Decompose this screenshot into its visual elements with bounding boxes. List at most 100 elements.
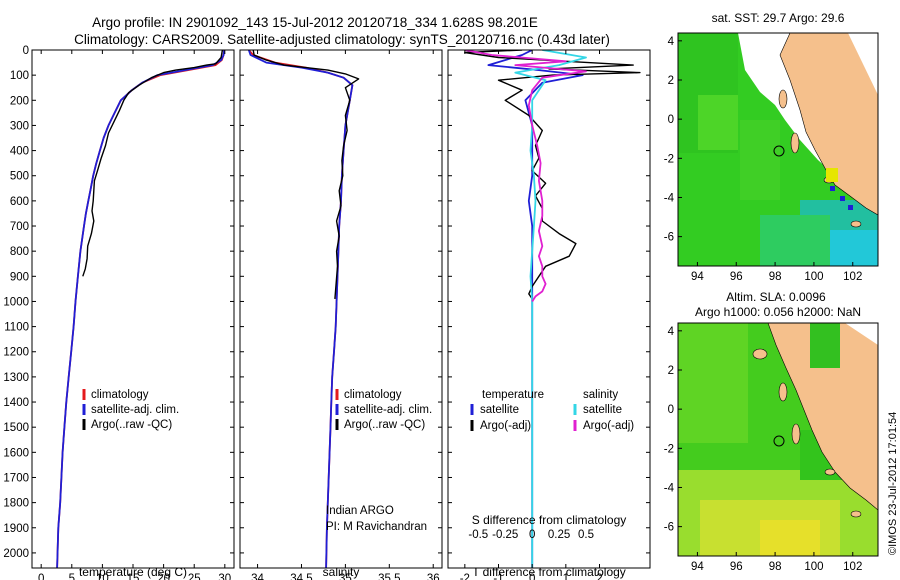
sla-ocean-patch	[678, 323, 748, 443]
sla-island	[752, 348, 768, 360]
sst-map-lat-tick-label: -4	[664, 192, 675, 204]
salinity-xlabel: salinity	[323, 565, 360, 579]
sla-map-ticks: 94 96 98 100 102 4 2 0 -2 -4 -6	[664, 326, 863, 573]
sst-map-panel: sat. SST: 29.7 Argo: 29.6 94 96 98 100 102 4 2…	[664, 11, 879, 283]
difference-series-salinity-argo-adj	[464, 50, 587, 302]
sst-island	[778, 89, 788, 109]
temperature-series-satellite-adj-clim	[56, 50, 226, 568]
climatology-title: Climatology: CARS2009. Satellite-adjuste…	[74, 32, 610, 47]
difference-x-tick-label: 2	[596, 573, 602, 580]
salinity-x-tick-label: 35.5	[378, 573, 400, 580]
sla-island	[791, 423, 801, 445]
depth-tick-label: 600	[10, 196, 29, 208]
s-difference-tick-label: -0.5	[468, 529, 488, 541]
legend-group-temperature: temperature	[482, 389, 544, 401]
salinity-x-tick-label: 34	[251, 573, 264, 580]
legend-label-climatology: climatology	[344, 389, 402, 401]
sst-map-lat-tick-label: 2	[668, 75, 674, 87]
sst-map-lat-tick-label: 0	[668, 114, 674, 126]
sst-island	[850, 220, 862, 228]
depth-tick-label: 1300	[3, 372, 29, 384]
sla-map-lon-tick-label: 100	[804, 561, 823, 573]
sst-map-lon-tick-label: 98	[769, 271, 782, 283]
sla-map-lon-tick-label: 98	[769, 561, 782, 573]
temperature-x-tick-label: 30	[218, 573, 231, 580]
sst-map-lat-tick-label: -6	[664, 232, 674, 244]
sla-map-lat-tick-label: -2	[664, 443, 674, 455]
sla-coastal-patch	[810, 323, 840, 368]
salinity-x-tick-label: 36	[427, 573, 440, 580]
temperature-x-ticks: 0 5 10 15 20 25 30	[38, 50, 231, 580]
difference-x-tick-label: 0	[529, 573, 535, 580]
legend-label-salinity-satellite: satellite	[583, 404, 622, 416]
difference-x-tick-label: -2	[460, 573, 470, 580]
sst-pixel	[840, 196, 845, 201]
temperature-x-tick-label: 20	[157, 573, 170, 580]
sst-pixel	[848, 205, 853, 210]
s-difference-label: S difference from climatology	[472, 513, 627, 527]
sst-argo-position-marker	[773, 145, 785, 157]
sst-ocean-patch	[740, 120, 780, 200]
temperature-x-tick-label: 5	[69, 573, 75, 580]
depth-tick-label: 2000	[3, 548, 29, 560]
depth-tick-label: 800	[10, 246, 29, 258]
salinity-panel: 34 34.5 35 35.5 36 salinity climatology satel…	[239, 49, 443, 580]
legend-label-temperature-argo-adj: Argo(-adj)	[480, 420, 531, 432]
s-difference-tick-label: 0	[529, 529, 535, 541]
sst-map-field	[678, 33, 878, 266]
salinity-series-satellite-adj-clim	[247, 50, 354, 568]
sla-map-field	[678, 323, 878, 556]
s-difference-tick-label: 0.25	[548, 529, 570, 541]
sst-map-lon-tick-label: 94	[691, 271, 704, 283]
difference-series-temperature-satellite	[487, 50, 584, 568]
legend-label-temperature-satellite: satellite	[480, 404, 519, 416]
depth-tick-label: 1100	[4, 322, 29, 334]
difference-series-salinity-satellite	[514, 50, 587, 568]
sla-map-lon-tick-label: 96	[730, 561, 743, 573]
legend-label-climatology: climatology	[91, 389, 149, 401]
temperature-series-climatology	[56, 50, 226, 568]
temperature-x-tick-label: 15	[127, 573, 140, 580]
salinity-series-lines	[247, 50, 360, 568]
depth-tick-label: 0	[23, 45, 29, 57]
temperature-series-argo-raw-qc	[82, 50, 224, 277]
depth-tick-label: 100	[10, 70, 29, 82]
temperature-x-tick-label: 25	[188, 573, 201, 580]
depth-tick-label: 300	[10, 120, 29, 132]
legend-label-salinity-argo-adj: Argo(-adj)	[583, 420, 634, 432]
difference-x-ticks: -2 -1 0 1 2	[460, 50, 603, 580]
difference-legend: temperature salinity satellite Argo(-adj) sa…	[470, 389, 634, 432]
sla-island	[778, 382, 788, 402]
temperature-xlabel: temperature (deg C)	[79, 565, 187, 579]
s-difference-tick-label: -0.25	[492, 529, 518, 541]
depth-tick-label: 1700	[3, 472, 29, 484]
sla-sumatra-land	[767, 323, 878, 511]
sst-map-lat-tick-label: -2	[664, 153, 674, 165]
temperature-x-tick-label: 0	[38, 573, 44, 580]
temperature-x-tick-label: 10	[96, 573, 109, 580]
depth-tick-label: 700	[10, 221, 29, 233]
depth-tick-label: 1200	[3, 347, 29, 359]
sla-high-patch	[760, 520, 820, 556]
s-difference-tick-label: 0.5	[578, 529, 594, 541]
sla-map-lon-tick-label: 94	[691, 561, 704, 573]
sst-map-lon-tick-label: 100	[804, 271, 823, 283]
sst-warm-patch	[826, 168, 838, 182]
argo-programme-label: Indian ARGO	[326, 505, 394, 517]
salinity-series-argo-raw-qc	[252, 50, 360, 299]
sla-map-lat-tick-label: -4	[664, 482, 675, 494]
sla-map-lat-tick-label: 0	[668, 404, 674, 416]
sst-ocean-patch	[698, 95, 738, 150]
sla-map-lon-tick-label: 102	[843, 561, 862, 573]
sst-map-lon-tick-label: 102	[843, 271, 862, 283]
sla-map-lat-tick-label: -6	[664, 522, 674, 534]
legend-label-argo-raw-qc: Argo(..raw -QC)	[91, 419, 172, 431]
sst-cool-patch	[760, 215, 830, 266]
depth-tick-label: 400	[10, 146, 29, 158]
sst-map-title: sat. SST: 29.7 Argo: 29.6	[712, 11, 845, 25]
salinity-x-ticks: 34 34.5 35 35.5 36	[251, 50, 440, 580]
t-difference-label: T difference from climatology	[472, 565, 626, 579]
argo-pi-label: PI: M Ravichandran	[326, 521, 427, 533]
sst-map-lon-tick-label: 96	[730, 271, 743, 283]
depth-tick-label: 1600	[3, 447, 29, 459]
